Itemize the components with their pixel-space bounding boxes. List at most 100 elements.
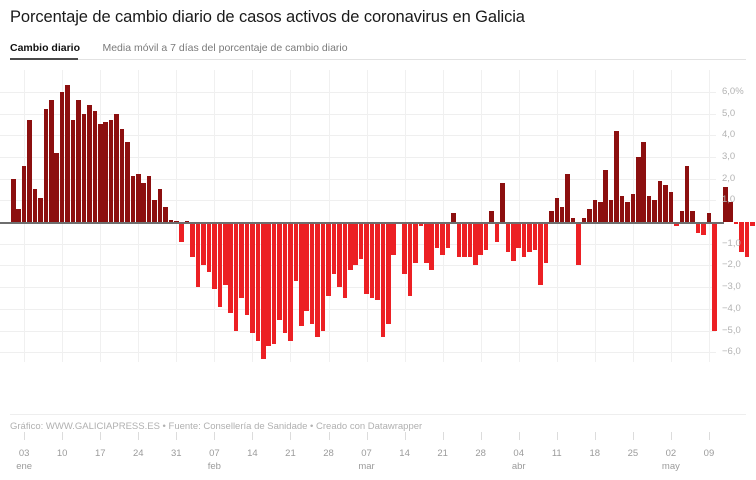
chart-bar[interactable] (565, 174, 570, 222)
chart-bar[interactable] (332, 222, 337, 274)
chart-bar[interactable] (76, 100, 81, 222)
chart-bar[interactable] (98, 124, 103, 222)
chart-bar[interactable] (370, 222, 375, 298)
chart-bar[interactable] (424, 222, 429, 263)
chart-bar[interactable] (484, 222, 489, 250)
chart-bar[interactable] (495, 222, 500, 242)
chart-bar[interactable] (631, 194, 636, 222)
chart-bar[interactable] (245, 222, 250, 315)
chart-bar[interactable] (712, 222, 717, 331)
chart-bar[interactable] (451, 213, 456, 222)
chart-bar[interactable] (190, 222, 195, 257)
chart-bar[interactable] (343, 222, 348, 298)
chart-bar[interactable] (196, 222, 201, 287)
chart-bar[interactable] (82, 114, 87, 223)
chart-bar[interactable] (587, 209, 592, 222)
chart-bar[interactable] (620, 196, 625, 222)
chart-bar[interactable] (158, 189, 163, 222)
chart-bar[interactable] (152, 200, 157, 222)
chart-bar[interactable] (408, 222, 413, 296)
chart-bar[interactable] (593, 200, 598, 222)
chart-bar[interactable] (364, 222, 369, 294)
chart-bar[interactable] (516, 222, 521, 248)
chart-bar[interactable] (288, 222, 293, 341)
chart-bar[interactable] (544, 222, 549, 263)
chart-bar[interactable] (685, 166, 690, 222)
chart-bar[interactable] (489, 211, 494, 222)
chart-bar[interactable] (429, 222, 434, 270)
chart-bar[interactable] (44, 109, 49, 222)
chart-bar[interactable] (212, 222, 217, 289)
chart-bar[interactable] (65, 85, 70, 222)
chart-bar[interactable] (359, 222, 364, 259)
chart-bar[interactable] (218, 222, 223, 307)
chart-bar[interactable] (701, 222, 706, 235)
chart-bar[interactable] (663, 185, 668, 222)
chart-bar[interactable] (381, 222, 386, 337)
chart-bar[interactable] (614, 131, 619, 222)
chart-bar[interactable] (522, 222, 527, 257)
chart-bar[interactable] (131, 176, 136, 222)
chart-bar[interactable] (348, 222, 353, 270)
chart-bar[interactable] (636, 157, 641, 222)
chart-bar[interactable] (27, 120, 32, 222)
chart-bar[interactable] (294, 222, 299, 281)
chart-bar[interactable] (326, 222, 331, 296)
chart-bar[interactable] (560, 207, 565, 222)
chart-bar[interactable] (457, 222, 462, 257)
chart-bar[interactable] (201, 222, 206, 265)
chart-bar[interactable] (669, 192, 674, 222)
chart-bar[interactable] (468, 222, 473, 257)
chart-bar[interactable] (609, 200, 614, 222)
chart-bar[interactable] (641, 142, 646, 222)
chart-bar[interactable] (49, 100, 54, 222)
chart-bar[interactable] (239, 222, 244, 298)
chart-bar[interactable] (125, 142, 130, 222)
chart-bar[interactable] (690, 211, 695, 222)
chart-bar[interactable] (71, 120, 76, 222)
chart-bar[interactable] (680, 211, 685, 222)
chart-bar[interactable] (506, 222, 511, 252)
chart-bar[interactable] (228, 222, 233, 313)
chart-bar[interactable] (109, 120, 114, 222)
chart-bar[interactable] (446, 222, 451, 248)
chart-bar[interactable] (310, 222, 315, 324)
chart-bar[interactable] (511, 222, 516, 261)
chart-bar[interactable] (440, 222, 445, 255)
chart-bar[interactable] (386, 222, 391, 324)
chart-bar[interactable] (473, 222, 478, 265)
chart-bar[interactable] (625, 202, 630, 222)
chart-bar[interactable] (33, 189, 38, 222)
chart-bar[interactable] (321, 222, 326, 331)
chart-bar[interactable] (38, 198, 43, 222)
chart-bar[interactable] (16, 209, 21, 222)
chart-bar[interactable] (60, 92, 65, 222)
chart-bar[interactable] (413, 222, 418, 263)
chart-bar[interactable] (478, 222, 483, 255)
chart-bar[interactable] (54, 153, 59, 222)
chart-bar[interactable] (598, 202, 603, 222)
chart-bar[interactable] (256, 222, 261, 341)
chart-bar[interactable] (103, 122, 108, 222)
chart-bar[interactable] (337, 222, 342, 287)
chart-bar[interactable] (179, 222, 184, 242)
chart-bar[interactable] (163, 207, 168, 222)
chart-bar[interactable] (277, 222, 282, 320)
chart-bar[interactable] (207, 222, 212, 272)
chart-bar[interactable] (652, 200, 657, 222)
chart-bar[interactable] (93, 111, 98, 222)
chart-bar[interactable] (315, 222, 320, 337)
chart-bar[interactable] (272, 222, 277, 344)
chart-bar[interactable] (402, 222, 407, 274)
chart-bar[interactable] (576, 222, 581, 265)
chart-bar[interactable] (462, 222, 467, 257)
chart-bar[interactable] (549, 211, 554, 222)
chart-bar[interactable] (136, 174, 141, 222)
chart-bar[interactable] (250, 222, 255, 333)
chart-bar[interactable] (304, 222, 309, 311)
chart-bar[interactable] (375, 222, 380, 300)
chart-bar[interactable] (223, 222, 228, 285)
chart-bar[interactable] (533, 222, 538, 250)
chart-bar[interactable] (500, 183, 505, 222)
chart-bar[interactable] (555, 198, 560, 222)
